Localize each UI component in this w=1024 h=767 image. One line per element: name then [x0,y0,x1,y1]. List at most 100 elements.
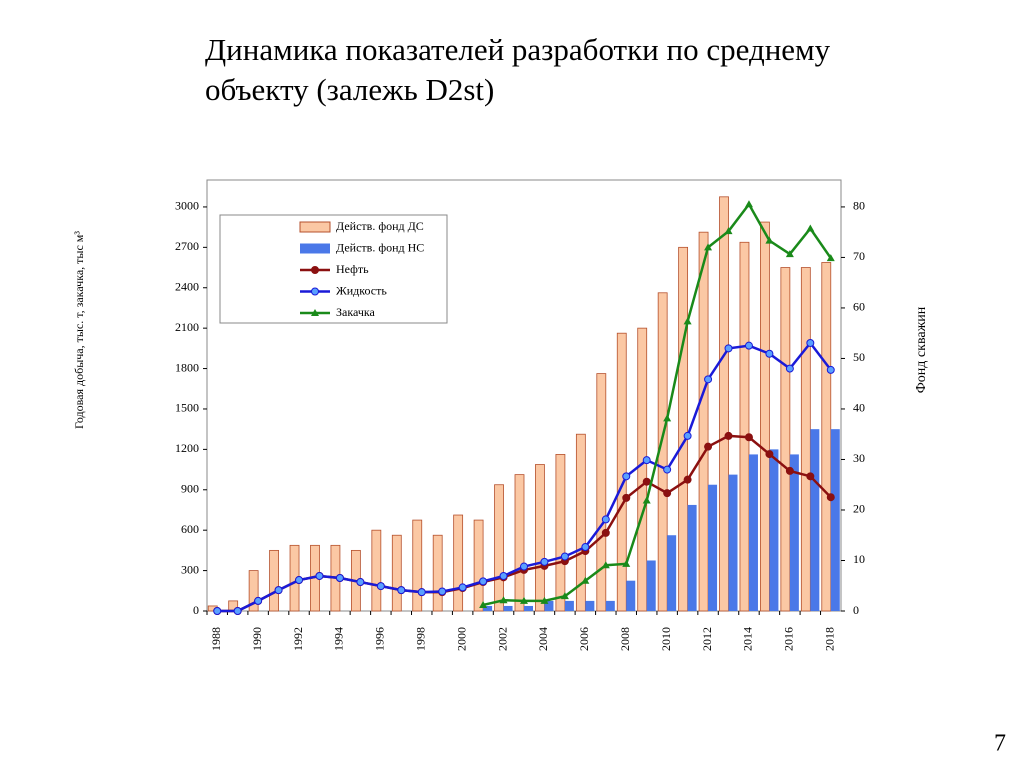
x-tick-label: 2006 [577,627,591,651]
line-marker [295,576,304,585]
legend-marker [311,287,319,296]
y-tick-label: 600 [181,522,199,536]
line-marker [520,596,528,604]
line-marker [560,552,569,561]
bar [687,504,697,611]
line-marker [335,574,344,583]
y2-tick-label: 70 [853,249,865,263]
line-marker [663,414,672,422]
legend-swatch [299,221,331,233]
bar [739,241,750,612]
y-tick-label: 1800 [175,360,199,374]
line-marker [274,586,283,595]
y-tick-label: 1200 [175,441,199,455]
x-tick-label: 2004 [536,627,550,651]
line-marker [540,557,549,566]
bar [789,454,799,611]
y2-tick-label: 0 [853,603,859,617]
line-marker [520,562,528,571]
bar [371,529,382,612]
legend-marker [311,309,319,316]
x-tick-label: 2014 [741,627,755,651]
line-marker [683,431,692,440]
y2-tick-label: 30 [853,451,865,465]
x-tick-label: 2016 [782,627,796,651]
bar [514,474,525,612]
line-marker [458,583,467,592]
x-tick-label: 2010 [659,627,673,651]
bar [821,262,832,612]
line-marker [622,493,631,502]
line-marker [233,607,242,615]
line-marker [397,586,406,595]
line-marker [540,596,549,604]
y2-axis-label: Фонд скважин [914,306,929,393]
line-marker [683,317,692,325]
line-marker [663,465,672,474]
line-marker [704,442,713,451]
line-marker [356,578,365,587]
x-tick-label: 2002 [495,627,509,651]
x-tick-label: 1990 [250,627,264,651]
page-number: 7 [994,731,1006,757]
bar [473,519,484,612]
line-marker [724,344,733,353]
line-marker [438,587,447,596]
y-tick-label: 2700 [175,239,199,253]
line-marker [744,341,753,350]
bar [719,196,729,612]
legend-label: Действ. фонд НС [336,240,424,254]
y-tick-label: 3000 [175,199,199,213]
line-marker [601,528,610,537]
bar [535,464,545,612]
bar [391,534,402,612]
line-marker [826,254,835,262]
y2-tick-label: 40 [853,401,865,415]
legend-label: Нефть [336,262,369,276]
bar [596,373,607,612]
bar [646,560,656,611]
line-marker [601,561,610,569]
line-marker [560,592,569,600]
line-marker [744,200,753,208]
bar [667,535,677,611]
line-marker [744,433,753,442]
bar [248,570,259,612]
y2-tick-label: 50 [853,350,865,364]
line-marker [376,582,385,591]
line-marker [622,559,631,567]
line-marker [806,472,815,481]
bar [678,246,689,612]
bar [780,267,791,612]
y2-tick-label: 20 [853,502,865,516]
line-marker [417,588,426,597]
bar [544,600,554,611]
bar [564,600,574,611]
line-marker [601,515,610,524]
bar [555,454,566,612]
y2-tick-label: 10 [853,552,865,566]
x-tick-label: 2018 [823,627,837,651]
bar [769,449,779,611]
bar [503,605,513,611]
bar [605,600,615,611]
bar [760,221,770,612]
legend-swatch [300,243,330,254]
bar [585,600,595,611]
line-marker [642,496,651,504]
x-tick-label: 1998 [413,627,427,651]
title-line: Динамика показателей разработки по средн… [205,32,831,67]
line-marker [806,224,815,232]
bar [708,484,718,611]
line-marker [479,577,488,586]
bar [626,580,636,611]
line-marker [581,543,590,552]
bar [453,514,464,612]
line-marker [479,600,488,608]
y-tick-label: 2100 [175,320,199,334]
line-marker [499,596,508,604]
legend-label: Жидкость [336,283,387,297]
legend [219,214,448,324]
line-marker [724,431,733,440]
